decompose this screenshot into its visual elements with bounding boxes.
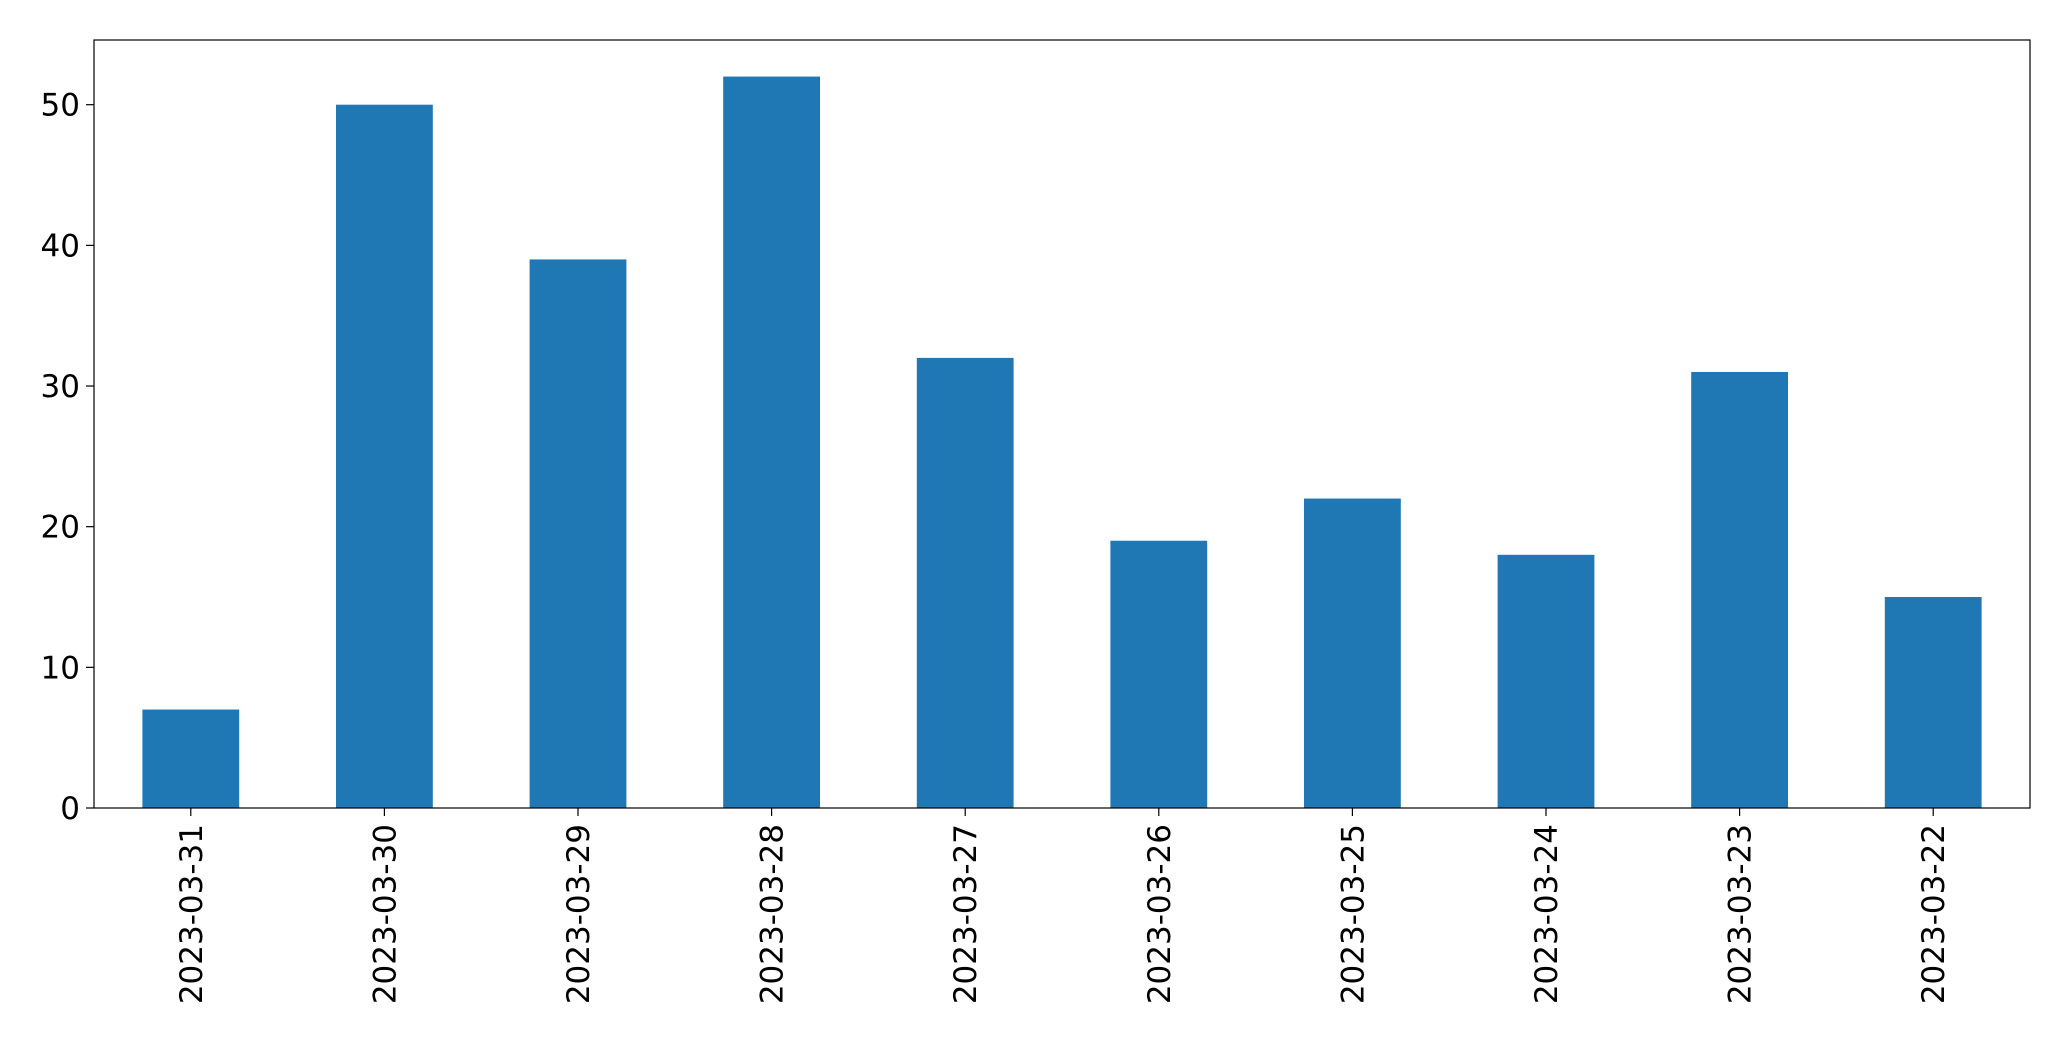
bar <box>1691 371 1788 808</box>
y-tick-label: 10 <box>41 650 80 686</box>
bar <box>1304 498 1401 808</box>
bar <box>142 709 240 808</box>
y-tick-label: 0 <box>60 791 80 827</box>
plot-frame <box>93 39 2031 809</box>
bar <box>1884 597 1982 808</box>
x-tick-label: 2023-03-27 <box>948 824 984 1004</box>
x-tick-label: 2023-03-23 <box>1723 824 1759 1004</box>
bar <box>723 76 820 809</box>
bar <box>1110 540 1208 808</box>
bar <box>916 357 1014 808</box>
x-tick-label: 2023-03-30 <box>367 824 403 1004</box>
bar <box>1497 554 1595 808</box>
x-tick-label: 2023-03-22 <box>1916 824 1952 1004</box>
y-tick-label: 20 <box>41 510 80 546</box>
x-tick-label: 2023-03-24 <box>1529 824 1565 1004</box>
y-tick-label: 40 <box>41 228 80 264</box>
x-tick-label: 2023-03-26 <box>1142 824 1178 1004</box>
bar <box>529 259 627 808</box>
bar <box>336 104 433 808</box>
x-tick-label: 2023-03-29 <box>561 824 597 1004</box>
x-tick-label: 2023-03-28 <box>755 824 791 1004</box>
y-tick-label: 30 <box>41 369 80 405</box>
x-tick-label: 2023-03-25 <box>1335 824 1371 1004</box>
x-tick-label: 2023-03-31 <box>174 824 210 1004</box>
y-tick-label: 50 <box>41 88 80 124</box>
